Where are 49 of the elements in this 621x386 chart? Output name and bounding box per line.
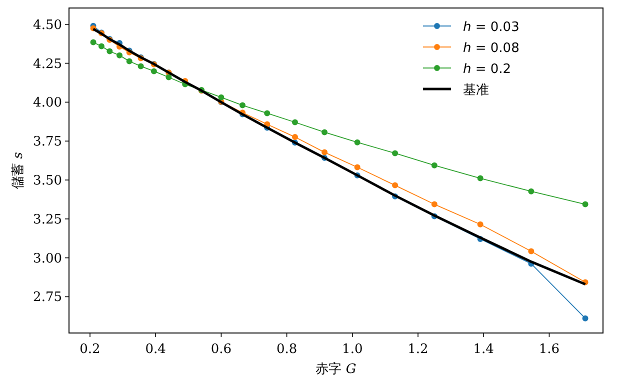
point	[354, 139, 360, 146]
point	[150, 68, 157, 74]
x-tick-label: 1.0	[342, 342, 363, 357]
point	[354, 164, 360, 170]
y-tick-label: 2.75	[33, 290, 62, 306]
legend-label: h = 0.08	[463, 41, 520, 56]
point	[126, 58, 132, 64]
x-tick-label: 0.4	[145, 342, 166, 357]
x-tick-label: 0.6	[210, 342, 232, 357]
point	[264, 110, 270, 116]
point	[292, 119, 298, 126]
point	[392, 150, 398, 156]
y-tick-label: 3.00	[33, 251, 62, 266]
point	[392, 182, 398, 188]
x-axis-title: 赤字 G	[316, 361, 356, 377]
point	[322, 149, 328, 156]
point	[322, 129, 328, 136]
point	[106, 48, 113, 54]
x-tick-label: 1.6	[538, 342, 560, 357]
legend-label: 基准	[463, 83, 489, 98]
x-tick-label: 1.2	[408, 342, 428, 357]
point	[240, 102, 246, 108]
point	[477, 175, 484, 182]
y-tick-label: 3.75	[33, 134, 62, 150]
point	[166, 74, 172, 80]
point	[582, 315, 588, 322]
x-tick-label: 0.2	[80, 342, 100, 357]
legend-label: h = 0.2	[463, 62, 512, 77]
x-tick-label: 0.8	[276, 342, 298, 357]
point	[582, 201, 588, 208]
point	[90, 39, 96, 46]
x-tick-label: 1.4	[473, 342, 494, 357]
point	[116, 52, 123, 58]
point	[431, 162, 438, 168]
point	[477, 221, 484, 228]
point	[98, 43, 104, 50]
y-tick-label: 3.25	[33, 212, 62, 228]
point	[431, 201, 438, 208]
y-tick-label: 4.25	[33, 56, 62, 72]
y-axis-title: 儲蓄 s	[11, 152, 26, 189]
y-tick-label: 4.50	[33, 18, 62, 33]
y-tick-label: 4.00	[33, 96, 62, 111]
y-tick-label: 3.50	[33, 173, 62, 188]
point	[528, 188, 534, 194]
legend-label: h = 0.03	[463, 20, 520, 35]
point	[218, 94, 224, 100]
point	[292, 134, 298, 140]
point	[138, 63, 144, 70]
point	[528, 248, 534, 254]
